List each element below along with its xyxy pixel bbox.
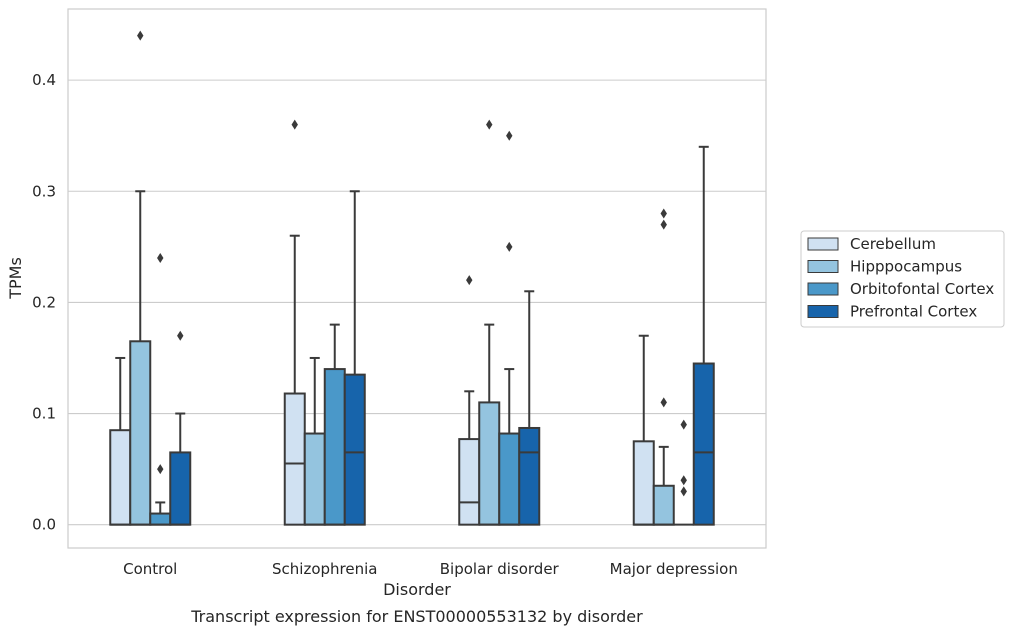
legend-swatch [807, 282, 839, 296]
outlier-marker [506, 241, 513, 252]
box-group [518, 290, 541, 526]
x-tick-label: Control [123, 560, 177, 578]
box-group [478, 119, 501, 526]
legend-swatch [807, 305, 839, 318]
x-tick-label: Schizophrenia [272, 560, 377, 578]
box-group [149, 252, 172, 526]
legend-swatch [807, 237, 839, 251]
box [518, 426, 541, 526]
box [129, 340, 152, 526]
x-tick-label: Bipolar disorder [440, 560, 560, 578]
x-axis-title: Disorder [383, 580, 451, 599]
box-group [498, 130, 521, 526]
outlier-marker [680, 475, 687, 486]
legend-frame [800, 230, 1005, 328]
box [343, 373, 366, 526]
box-group [458, 275, 481, 526]
box [458, 438, 481, 526]
box-group [673, 419, 694, 526]
box [478, 401, 501, 526]
box-group [652, 208, 675, 526]
box-group [323, 323, 346, 526]
box-group [283, 119, 306, 526]
box [323, 368, 346, 526]
legend-label: Hipppocampus [850, 258, 962, 276]
plot-frame [67, 8, 767, 549]
outlier-marker [157, 252, 164, 263]
box [303, 432, 326, 526]
legend-label: Orbitofontal Cortex [850, 280, 994, 298]
box [109, 429, 132, 526]
outlier-marker [680, 486, 687, 497]
box [498, 432, 521, 526]
y-tick-label: 0.4 [32, 71, 56, 89]
outlier-marker [680, 419, 687, 430]
y-tick-label: 0.1 [32, 405, 56, 423]
outlier-marker [660, 397, 667, 408]
box-group [303, 356, 326, 526]
y-axis-title: TPMs [6, 257, 25, 300]
outlier-marker [157, 464, 164, 475]
box-group [169, 330, 192, 526]
box [692, 362, 715, 526]
box-group [632, 334, 655, 526]
outlier-marker [137, 30, 144, 41]
outlier-marker [660, 219, 667, 230]
legend-swatch [807, 260, 839, 273]
box-marks [109, 30, 715, 526]
box [169, 451, 192, 526]
box [149, 512, 172, 526]
box [283, 392, 306, 526]
outlier-marker [486, 119, 493, 130]
outlier-marker [291, 119, 298, 130]
tick-labels: 0.0 0.1 0.2 0.3 0.4 Control Schizophrenia Bipol… [32, 71, 738, 578]
box [632, 440, 655, 526]
box-group [129, 30, 152, 526]
box [652, 484, 675, 526]
box-group [343, 190, 366, 526]
y-tick-label: 0.3 [32, 182, 56, 200]
outlier-marker [660, 208, 667, 219]
chart-caption: Transcript expression for ENST0000055313… [190, 607, 643, 626]
x-tick-label: Major depression [610, 560, 738, 578]
outlier-marker [506, 130, 513, 141]
legend-label: Cerebellum [850, 235, 936, 253]
y-tick-label: 0.0 [32, 516, 56, 534]
box-group [692, 145, 715, 526]
y-tick-label: 0.2 [32, 293, 56, 311]
outlier-marker [466, 275, 473, 286]
outlier-marker [177, 330, 184, 341]
legend-label: Prefrontal Cortex [850, 303, 977, 321]
legend: Cerebellum Hipppocampus Orbitofontal Corte… [800, 230, 1005, 328]
box-group [109, 356, 132, 526]
